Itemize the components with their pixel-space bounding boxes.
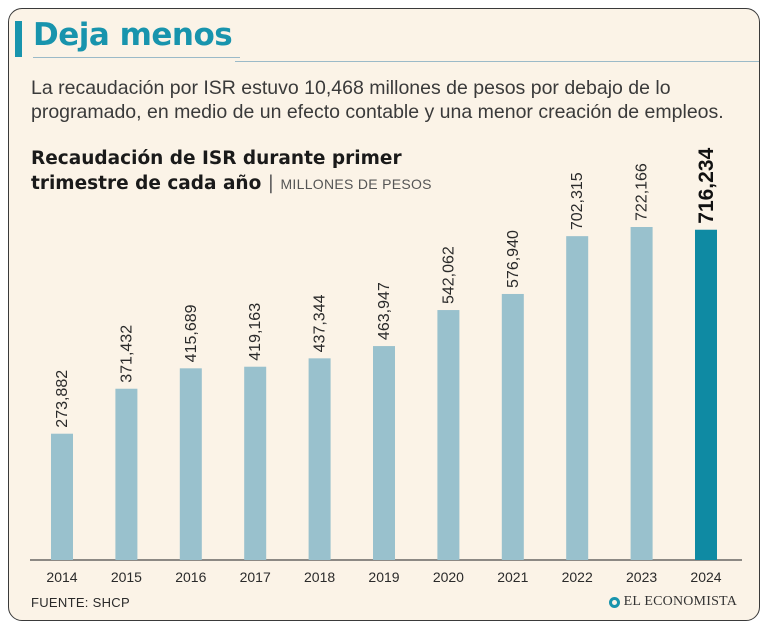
bar-2015 (115, 388, 138, 560)
x-tick-2020: 2020 (433, 569, 464, 585)
x-tick-2022: 2022 (562, 569, 593, 585)
data-label-2017: 419,163 (247, 303, 264, 361)
brand-logo-icon (608, 596, 620, 608)
x-tick-2014: 2014 (46, 569, 77, 585)
source-note: FUENTE: SHCP (31, 595, 130, 610)
bar-2024 (695, 229, 717, 560)
bar-2016 (179, 368, 202, 560)
bar-2021 (501, 293, 524, 560)
chart-unit: MILLONES DE PESOS (280, 176, 432, 192)
bar-2014 (51, 433, 73, 560)
x-tick-2023: 2023 (626, 569, 657, 585)
bar-2020 (437, 310, 460, 560)
data-label-2023: 722,166 (634, 163, 651, 221)
chart-title: Recaudación de ISR durante primer trimes… (31, 146, 451, 197)
brand-logo: EL ECONOMISTA (608, 594, 737, 610)
bar-2023 (630, 227, 653, 560)
data-label-2022: 702,315 (569, 172, 586, 230)
x-tick-2016: 2016 (175, 569, 206, 585)
dek-text: La recaudación por ISR estuvo 10,468 mil… (31, 77, 724, 123)
chart-title-line1: Recaudación de ISR durante primer (31, 148, 402, 169)
chart-title-line2: trimestre de cada año (31, 173, 262, 194)
data-label-2020: 542,062 (440, 246, 457, 304)
x-tick-2015: 2015 (111, 569, 142, 585)
headline-rule (235, 61, 759, 62)
bar-2019 (373, 346, 395, 560)
x-tick-2017: 2017 (240, 569, 271, 585)
x-tick-2018: 2018 (304, 569, 335, 585)
bar-2018 (308, 358, 331, 560)
bar-2022 (566, 236, 589, 560)
data-label-2021: 576,940 (505, 230, 522, 288)
brand-logo-text: EL ECONOMISTA (623, 594, 737, 609)
data-label-2018: 437,344 (312, 294, 329, 352)
data-label-2016: 415,689 (183, 304, 200, 362)
headline: Deja menos (33, 17, 241, 58)
x-tick-2021: 2021 (497, 569, 528, 585)
bar-2017 (244, 366, 267, 560)
x-tick-2019: 2019 (368, 569, 399, 585)
data-label-2024: 716,234 (695, 148, 718, 224)
data-label-2014: 273,882 (54, 370, 71, 428)
data-label-2015: 371,432 (118, 325, 135, 383)
data-label-2019: 463,947 (376, 282, 393, 340)
chart-title-separator: | (267, 173, 274, 194)
x-tick-2024: 2024 (690, 569, 721, 585)
headline-accent-bar (15, 21, 22, 57)
